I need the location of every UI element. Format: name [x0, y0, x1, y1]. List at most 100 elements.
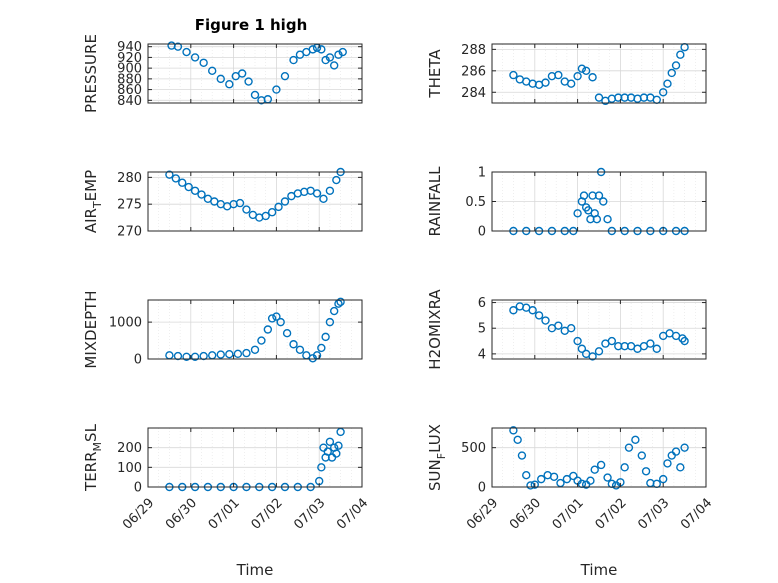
data-point [590, 465, 599, 474]
data-point [526, 481, 535, 490]
y-axis-label-part: AIR [82, 208, 100, 233]
data-point [573, 336, 582, 346]
subplot-4: 0 0.5 1 RAINFALL [426, 166, 707, 240]
axes-box [147, 171, 363, 232]
y-tick-label: 1 [478, 166, 486, 181]
data-point [534, 311, 544, 320]
y-tick-label: 270 [117, 225, 142, 240]
data-point [325, 317, 335, 327]
data-point [680, 443, 689, 452]
y-axis-label-subscript: M [91, 442, 104, 452]
data-point [594, 93, 604, 102]
axes-box [147, 427, 363, 488]
y-tick-label: 5 [478, 322, 486, 337]
y-axis-label-part: LUX [426, 424, 444, 453]
data-point [233, 349, 243, 359]
data-point [659, 88, 668, 97]
data-point [588, 73, 597, 82]
data-point [225, 350, 234, 359]
data-point [182, 352, 191, 361]
data-point [280, 197, 290, 206]
data-point [319, 194, 328, 204]
data-point [573, 209, 582, 218]
data-point [586, 476, 595, 485]
y-axis-label: THETA [426, 49, 444, 99]
y-tick-label: 0 [478, 225, 486, 240]
y-axis-label: SUNFLUX [426, 424, 448, 491]
y-tick-label: 280 [117, 171, 142, 186]
x-tick-label: 06/30 [163, 496, 200, 533]
y-axis-label-subscript: F [435, 453, 448, 459]
data-point [549, 472, 559, 481]
data-point [190, 53, 200, 62]
y-axis-label-part: SUN [426, 459, 444, 491]
y-tick-label: 286 [461, 64, 486, 79]
data-point [678, 334, 687, 343]
x-axis-label: Time [236, 561, 274, 579]
data-point [338, 47, 347, 57]
data-point [569, 471, 578, 481]
data-point [267, 314, 277, 323]
data-point [321, 55, 330, 65]
data-point [250, 90, 260, 100]
axes-box [147, 43, 363, 104]
data-point [603, 214, 612, 224]
data-point [641, 467, 651, 476]
data-point [244, 77, 253, 86]
data-point [332, 449, 341, 458]
data-point [599, 197, 608, 206]
y-tick-label: 0 [134, 481, 142, 496]
data-point [509, 70, 518, 80]
data-point [267, 208, 277, 217]
axes-box [147, 299, 363, 360]
data-point [334, 50, 343, 59]
data-point [276, 317, 285, 327]
data-point [182, 47, 191, 57]
y-axis-label-subscript: T [91, 201, 104, 209]
data-point [573, 71, 582, 81]
y-tick-label: 275 [117, 198, 142, 213]
plot-area [148, 300, 362, 359]
data-point [237, 69, 247, 78]
data-point [603, 473, 612, 482]
data-point [190, 186, 200, 195]
data-point [581, 66, 591, 76]
data-point [562, 474, 572, 484]
y-tick-label: 4 [478, 347, 486, 362]
y-axis-label: AIRTEMP [82, 170, 104, 233]
data-point [289, 55, 298, 65]
y-axis-label: TERRMSL [82, 423, 104, 492]
x-tick-label: 06/30 [507, 496, 544, 533]
data-point [173, 351, 183, 361]
data-point [321, 332, 330, 342]
data-point [272, 312, 281, 321]
y-axis-label: RAINFALL [426, 166, 444, 237]
y-axis-label: H2OMIXRA [426, 289, 444, 370]
axes-box [491, 43, 707, 104]
x-tick-label: 06/29 [464, 496, 501, 533]
axes-box [491, 299, 707, 360]
data-point [216, 74, 225, 84]
data-point [577, 64, 587, 73]
x-tick-label: 07/04 [678, 496, 715, 533]
data-point [216, 350, 225, 359]
data-point [637, 451, 646, 460]
data-point [537, 474, 546, 484]
data-point [594, 191, 604, 200]
data-point [272, 85, 281, 94]
y-tick-label: 900 [117, 62, 142, 77]
data-point [184, 182, 193, 192]
data-point [620, 463, 629, 472]
data-point [235, 198, 245, 208]
data-point [295, 345, 305, 354]
data-point [667, 68, 676, 78]
data-point [325, 437, 335, 446]
data-point [332, 175, 341, 185]
data-point [329, 61, 339, 70]
data-point [336, 297, 345, 307]
data-point [165, 170, 174, 179]
data-point [199, 58, 208, 67]
data-point [530, 480, 539, 489]
